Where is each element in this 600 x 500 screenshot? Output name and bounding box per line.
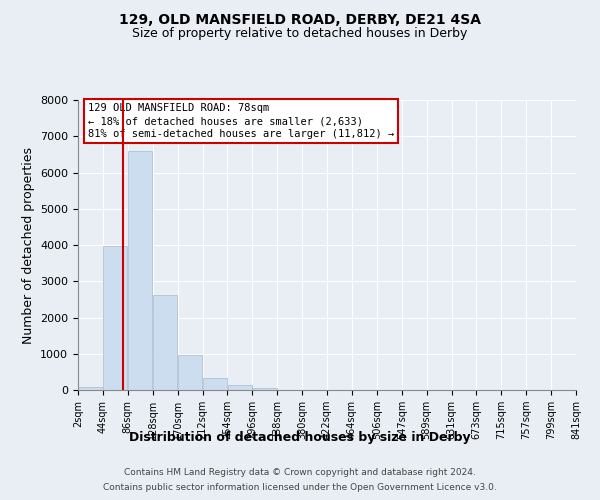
Y-axis label: Number of detached properties: Number of detached properties [22, 146, 35, 344]
Bar [153, 295, 177, 390]
Bar [128, 151, 152, 390]
Text: 129 OLD MANSFIELD ROAD: 78sqm
← 18% of detached houses are smaller (2,633)
81% o: 129 OLD MANSFIELD ROAD: 78sqm ← 18% of d… [88, 103, 394, 140]
Bar [253, 388, 277, 390]
Bar [228, 386, 252, 390]
Bar [203, 378, 227, 390]
Text: 129, OLD MANSFIELD ROAD, DERBY, DE21 4SA: 129, OLD MANSFIELD ROAD, DERBY, DE21 4SA [119, 12, 481, 26]
Bar [103, 246, 127, 390]
Text: Contains public sector information licensed under the Open Government Licence v3: Contains public sector information licen… [103, 483, 497, 492]
Text: Distribution of detached houses by size in Derby: Distribution of detached houses by size … [129, 431, 471, 444]
Bar [79, 388, 103, 390]
Text: Contains HM Land Registry data © Crown copyright and database right 2024.: Contains HM Land Registry data © Crown c… [124, 468, 476, 477]
Text: Size of property relative to detached houses in Derby: Size of property relative to detached ho… [133, 28, 467, 40]
Bar [178, 354, 202, 390]
